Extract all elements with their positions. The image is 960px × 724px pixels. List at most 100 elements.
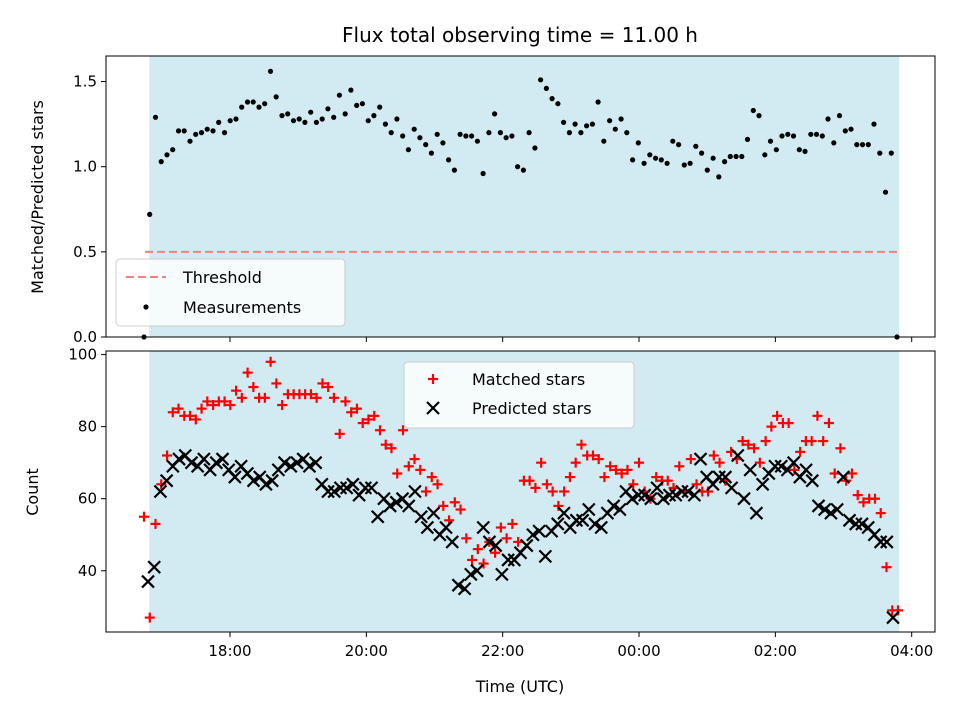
measurement-point <box>687 160 693 166</box>
predicted-star-point <box>830 502 844 517</box>
measurement-point <box>538 77 544 83</box>
top-y-axis-label: Matched/Predicted stars <box>28 100 47 294</box>
predicted-star-point <box>501 553 515 567</box>
matched-star-point <box>599 472 610 483</box>
measurement-point <box>313 119 319 125</box>
predicted-star-point <box>631 488 646 502</box>
measurement-point <box>526 130 532 136</box>
matched-star-point <box>708 450 719 461</box>
measurement-point <box>871 121 877 127</box>
matched-star-point <box>150 518 161 529</box>
bottom-legend-box <box>403 361 635 429</box>
matched-star-point <box>737 436 748 447</box>
predicted-star-point <box>153 484 168 499</box>
matched-star-point <box>818 436 829 447</box>
measurement-point <box>434 131 440 137</box>
measurement-point <box>595 99 601 105</box>
matched-star-point <box>789 464 800 475</box>
matched-star-point <box>772 410 783 421</box>
measurement-point <box>790 133 797 139</box>
measurement-point <box>658 157 664 163</box>
measurement-point <box>762 152 768 158</box>
measurement-point <box>342 111 348 117</box>
predicted-star-point <box>625 491 640 506</box>
matched-star-point <box>271 378 282 389</box>
predicted-star-point <box>538 549 553 564</box>
matched-star-point <box>564 472 575 483</box>
predicted-star-point <box>786 455 801 470</box>
predicted-star-point <box>265 473 279 488</box>
measurement-point <box>744 136 751 142</box>
measurement-point <box>348 87 354 93</box>
measurement-point <box>279 113 285 119</box>
predicted-star-point <box>488 538 503 553</box>
matched-star-point <box>536 457 547 468</box>
predicted-star-point <box>141 574 155 589</box>
matched-star-point <box>823 418 834 429</box>
measurement-point <box>216 119 222 125</box>
x-axis-label: Time (UTC) <box>475 677 564 696</box>
measurement-point <box>727 153 733 160</box>
measurement-point <box>198 130 205 136</box>
measurement-point <box>417 135 423 141</box>
matched-star-point <box>541 479 552 490</box>
measurement-point <box>635 140 641 146</box>
predicted-star-point <box>147 560 161 574</box>
matched-star-point <box>674 461 685 472</box>
predicted-star-point <box>290 455 304 470</box>
measurement-point <box>722 159 728 165</box>
matched-star-point <box>467 554 478 565</box>
x-tick-label: 04:00 <box>890 642 933 660</box>
predicted-star-point <box>445 535 459 549</box>
predicted-star-point <box>613 502 627 517</box>
predicted-star-point <box>569 513 584 528</box>
matched-star-point <box>380 439 391 450</box>
matched-star-point <box>208 400 219 411</box>
matched-star-point <box>472 544 483 555</box>
matched-star-point <box>438 500 449 511</box>
matched-star-point <box>144 612 155 623</box>
predicted-star-point <box>470 563 484 578</box>
predicted-star-point <box>743 463 757 477</box>
predicted-star-point <box>644 491 658 506</box>
measurement-point <box>227 118 233 124</box>
matched-star-point <box>219 396 230 407</box>
matched-stars-points <box>139 356 903 623</box>
measurement-point <box>492 111 498 117</box>
predicted-star-point <box>575 513 590 528</box>
predicted-star-point <box>495 567 509 582</box>
predicted-star-point <box>855 517 869 531</box>
matched-star-point <box>415 464 426 475</box>
y-tick-label: 60 <box>78 490 97 508</box>
predicted-star-point <box>358 481 373 495</box>
predicted-star-point <box>724 481 739 495</box>
measurement-point <box>233 116 239 122</box>
matched-star-point <box>265 356 276 367</box>
measurement-point <box>836 113 843 119</box>
top-panel: 0.0 0.5 1.0 1.5 Matched/Predicted stars Thr… <box>28 55 936 346</box>
measurement-point <box>733 153 739 160</box>
matched-star-point <box>593 454 604 465</box>
measurement-point <box>290 118 297 124</box>
measurement-point <box>221 130 228 136</box>
predicted-star-point <box>346 477 360 492</box>
predicted-star-point <box>439 520 453 535</box>
predicted-star-point <box>675 484 689 499</box>
predicted-star-point <box>637 488 652 502</box>
measurement-point <box>532 145 538 151</box>
matched-star-point <box>461 533 472 544</box>
legend-measurements-label: Measurements <box>183 298 301 317</box>
measurement-point <box>250 99 256 105</box>
matched-star-point <box>524 475 535 486</box>
predicted-star-point <box>768 459 782 474</box>
matched-star-point <box>605 461 616 472</box>
measurement-point <box>515 164 521 170</box>
measurement-point <box>204 126 210 132</box>
measurement-point <box>808 131 814 137</box>
predicted-star-point <box>650 481 664 495</box>
predicted-star-point <box>333 481 348 495</box>
matched-star-point <box>374 425 385 436</box>
predicted-star-point <box>550 517 565 531</box>
predicted-star-point <box>420 520 435 535</box>
measurement-point <box>354 102 360 108</box>
